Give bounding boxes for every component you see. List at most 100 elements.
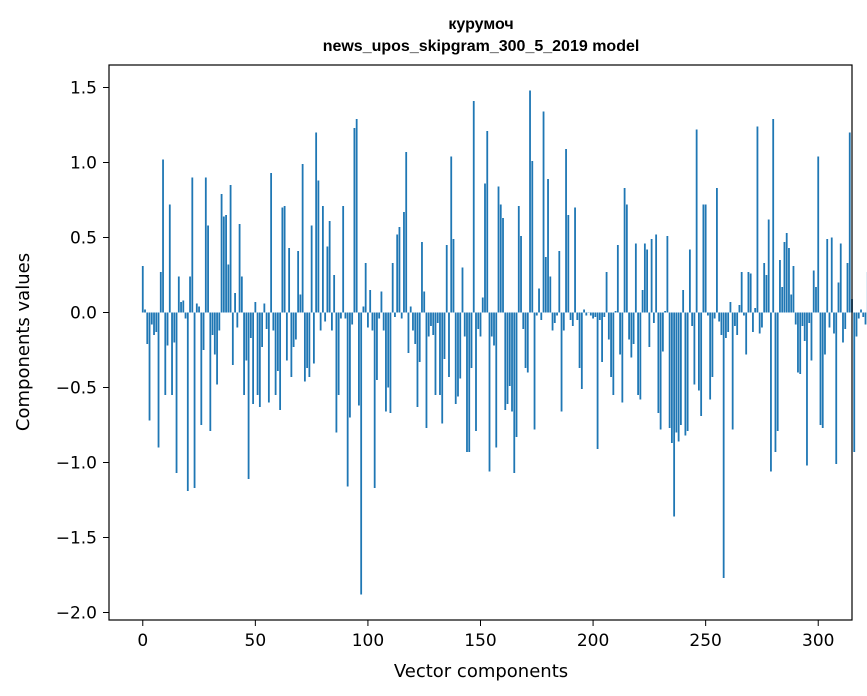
- x-axis-label: Vector components: [394, 661, 568, 682]
- bar: [189, 276, 191, 313]
- bar: [229, 185, 232, 313]
- bar: [144, 309, 146, 313]
- x-tick-label: 100: [352, 631, 384, 651]
- bar: [531, 161, 534, 313]
- bar: [479, 312, 482, 337]
- bar: [488, 312, 491, 472]
- bar: [218, 312, 221, 331]
- bar: [824, 312, 826, 355]
- bar-series: [141, 90, 867, 595]
- bar: [243, 312, 245, 395]
- bar: [234, 293, 236, 313]
- bar: [265, 312, 268, 329]
- bar: [758, 312, 761, 334]
- bar: [603, 312, 606, 317]
- bar: [231, 312, 234, 365]
- bar: [819, 312, 822, 425]
- bar: [643, 243, 646, 313]
- y-tick-label: −1.5: [56, 529, 97, 549]
- bar: [639, 312, 642, 400]
- bar: [463, 312, 466, 337]
- bar: [515, 312, 518, 437]
- bar: [695, 129, 698, 313]
- bar: [380, 291, 383, 313]
- bar: [578, 312, 581, 368]
- bar: [472, 101, 475, 313]
- bar: [288, 248, 291, 313]
- bar: [551, 312, 554, 331]
- bar: [382, 312, 385, 331]
- bar: [601, 312, 603, 362]
- bar: [783, 242, 786, 313]
- bar: [846, 263, 849, 313]
- y-axis-ticks: −2.0 −1.5 −1.0 −0.5 0.0 0.5 1.0 1.5: [56, 79, 109, 624]
- bar: [202, 312, 205, 350]
- bar: [272, 312, 275, 331]
- bar: [387, 312, 390, 388]
- bar: [466, 312, 468, 452]
- bar: [661, 312, 664, 352]
- bar: [785, 233, 788, 313]
- bar: [864, 312, 867, 325]
- bar: [252, 312, 254, 404]
- bar: [452, 239, 455, 313]
- bar: [328, 221, 331, 313]
- bar: [682, 290, 685, 313]
- bar: [301, 164, 304, 313]
- bar: [459, 312, 462, 379]
- bar: [756, 126, 759, 313]
- bar: [373, 312, 376, 488]
- bar: [754, 308, 757, 313]
- bar: [776, 312, 779, 431]
- bar: [677, 312, 680, 442]
- bar: [315, 132, 318, 313]
- bar: [369, 290, 372, 313]
- bar: [736, 312, 739, 335]
- bar: [625, 204, 628, 313]
- bar: [200, 312, 203, 425]
- bar: [655, 234, 658, 313]
- bar: [792, 266, 795, 313]
- bar: [657, 312, 660, 413]
- bar: [574, 207, 576, 313]
- bar: [475, 312, 477, 431]
- bar: [171, 312, 173, 395]
- bar: [216, 312, 218, 385]
- bar: [225, 215, 227, 313]
- bar: [788, 248, 790, 313]
- bar: [738, 305, 741, 313]
- bar: [673, 312, 676, 517]
- bar: [394, 312, 396, 317]
- bar: [668, 312, 671, 428]
- bar: [704, 204, 707, 313]
- bar: [211, 312, 214, 335]
- bar: [747, 272, 750, 313]
- bar: [605, 272, 608, 313]
- bar: [283, 206, 286, 313]
- bar: [567, 215, 570, 313]
- bar: [346, 312, 349, 487]
- bar: [308, 312, 311, 377]
- bar: [340, 312, 342, 319]
- chart-title-line2: news_upos_skipgram_300_5_2019 model: [323, 38, 640, 55]
- bar: [763, 263, 766, 313]
- bar: [729, 302, 732, 313]
- bar: [517, 206, 520, 313]
- bar: [484, 183, 486, 313]
- bar: [569, 312, 572, 320]
- bar: [549, 276, 552, 313]
- bar: [441, 312, 444, 424]
- bar: [675, 312, 678, 433]
- bar: [637, 312, 640, 395]
- bar: [349, 312, 351, 418]
- bar: [504, 312, 507, 410]
- y-tick-label: 1.5: [70, 79, 97, 99]
- bar: [812, 270, 815, 313]
- bar: [765, 275, 768, 313]
- bar: [351, 312, 354, 325]
- bar: [598, 312, 601, 320]
- bar: [310, 225, 313, 313]
- bar: [213, 312, 216, 355]
- bar: [508, 312, 511, 386]
- bar: [335, 312, 338, 433]
